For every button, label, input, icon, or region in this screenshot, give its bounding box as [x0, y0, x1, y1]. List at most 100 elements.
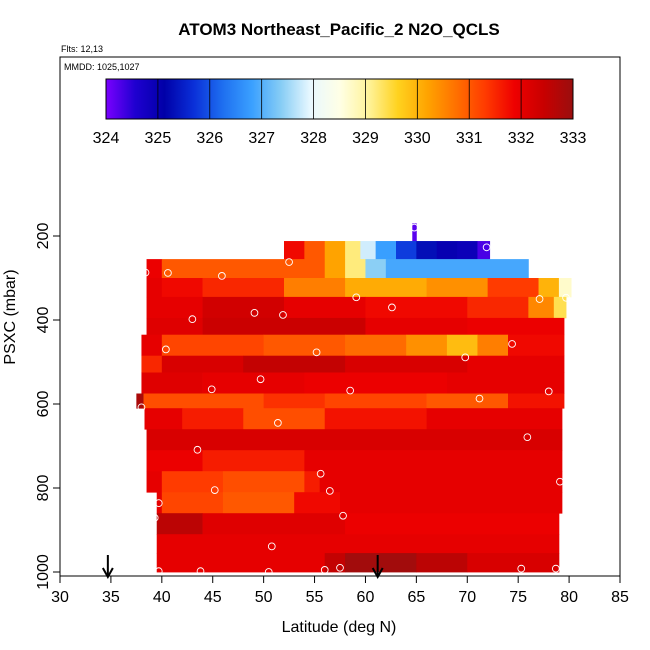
- heatmap-cell: [345, 278, 427, 298]
- heatmap-cell: [222, 492, 295, 514]
- x-tick-label: 40: [153, 589, 171, 606]
- sample-point: [137, 403, 146, 412]
- x-tick-label: 45: [204, 589, 222, 606]
- x-axis: 30 35 40 45 50 55 60 65 70 75 80 85: [51, 576, 629, 606]
- heatmap-cell: [243, 355, 346, 373]
- y-axis-label: PSXC (mbar): [2, 269, 19, 364]
- heatmap-cell: [294, 492, 341, 514]
- heatmap-cell: [324, 241, 346, 260]
- colorbar-tick-label: 327: [248, 130, 275, 147]
- heatmap-cell: [263, 334, 346, 357]
- profile-arrows: [101, 555, 384, 580]
- heatmap-cell: [467, 355, 565, 373]
- sample-point: [141, 268, 150, 277]
- heatmap-cell: [161, 259, 326, 279]
- heatmap-cell: [477, 241, 491, 260]
- sample-point: [410, 223, 419, 232]
- heatmap-cell: [141, 355, 163, 373]
- heatmap-cell: [324, 408, 427, 430]
- colorbar-tick-label: 325: [145, 130, 172, 147]
- heatmap-cell: [202, 372, 305, 394]
- heatmap-cell: [319, 471, 563, 493]
- heatmap-cell: [426, 393, 509, 409]
- colorbar-ticks: 324 325 326 327 328 329 330 331 332 333: [93, 79, 586, 147]
- sample-point: [461, 353, 470, 362]
- x-tick-label: 35: [102, 589, 120, 606]
- heatmap-cell: [538, 278, 560, 298]
- colorbar-tick-label: 326: [196, 130, 223, 147]
- heatmap-cell: [263, 393, 326, 409]
- sample-point: [150, 513, 159, 522]
- heatmap-cell: [365, 296, 468, 319]
- heatmap-cell: [284, 278, 346, 298]
- heatmap-cell: [144, 408, 183, 430]
- heatmap-cell: [161, 278, 203, 298]
- profile-arrow: [371, 555, 384, 580]
- heatmap-cell: [146, 278, 163, 298]
- heatmap-cell: [508, 393, 565, 409]
- heatmap-cell: [426, 408, 563, 430]
- sample-point: [551, 564, 560, 573]
- heatmap-cell: [202, 450, 305, 472]
- sample-point: [544, 387, 553, 396]
- sample-point: [218, 272, 226, 280]
- y-tick-label: 800: [35, 475, 52, 502]
- heatmap-cell: [436, 241, 458, 260]
- heatmap-cell: [345, 553, 417, 573]
- colorbar-tick-label: 330: [404, 130, 431, 147]
- heatmap-cell: [161, 492, 224, 514]
- heatmap-cell: [446, 334, 478, 357]
- heatmap-cell: [406, 334, 448, 357]
- heatmap-cell: [345, 241, 361, 260]
- colorbar-tick-label: 332: [508, 130, 535, 147]
- heatmap-cell: [558, 278, 572, 298]
- heatmap-cell: [446, 372, 565, 394]
- sample-point: [339, 511, 347, 520]
- heatmap-cell: [324, 553, 346, 573]
- heatmap-cell: [375, 241, 397, 260]
- sample-point: [535, 295, 544, 303]
- heatmap-cell: [340, 492, 563, 514]
- sample-point: [320, 566, 329, 574]
- heatmap-cell: [426, 278, 489, 298]
- heatmap-cell: [202, 278, 285, 298]
- heatmap-cell: [161, 334, 265, 357]
- heatmap-cell: [284, 241, 305, 260]
- heatmap-cell: [146, 296, 203, 319]
- heatmap-layer: [136, 223, 572, 573]
- heatmap-cell: [457, 241, 478, 260]
- sample-point: [164, 269, 172, 277]
- x-axis-label: Latitude (deg N): [282, 619, 397, 636]
- heatmap-cell: [202, 296, 285, 319]
- sample-points: [137, 223, 570, 576]
- sample-point: [556, 477, 564, 486]
- heatmap-cell: [324, 393, 427, 409]
- sample-point: [279, 311, 287, 319]
- heatmap-cell: [161, 471, 224, 493]
- sample-point: [285, 258, 293, 266]
- colorbar-tick-label: 331: [456, 130, 483, 147]
- heatmap-cell: [284, 296, 366, 319]
- heatmap-cell: [360, 241, 377, 260]
- heatmap-cell: [136, 393, 144, 409]
- heatmap-cell: [467, 553, 560, 573]
- colorbar-gradient: [105, 78, 574, 120]
- sample-point: [250, 309, 259, 317]
- sample-point: [352, 293, 361, 302]
- heatmap-cell: [146, 450, 203, 472]
- heatmap-cell: [345, 355, 468, 373]
- sample-point: [523, 433, 532, 442]
- heatmap-cell: [365, 259, 387, 279]
- heatmap-cell: [146, 429, 563, 451]
- heatmap-cell: [416, 241, 438, 260]
- sample-point: [388, 303, 396, 312]
- heatmap-cell: [304, 372, 448, 394]
- sample-point: [154, 499, 163, 507]
- y-tick-label: 600: [35, 391, 52, 418]
- heatmap-cell: [416, 553, 468, 573]
- sample-point: [316, 469, 325, 478]
- heatmap-cell: [508, 334, 565, 357]
- y-axis: 200 400 600 800 1000: [35, 223, 60, 590]
- heatmap-cell: [141, 372, 203, 394]
- plot-frame: [59, 56, 621, 577]
